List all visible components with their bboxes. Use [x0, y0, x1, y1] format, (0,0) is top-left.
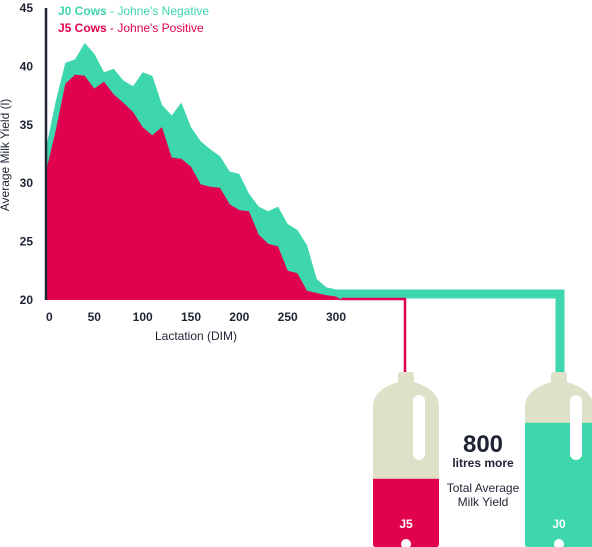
- bottle-j0-foot: [554, 539, 564, 547]
- bottle-j5-handle: [413, 395, 425, 460]
- x-tick-label: 100: [133, 310, 153, 324]
- legend-j5: J5 Cows - Johne's Positive: [58, 21, 204, 35]
- y-tick-labels: 20 25 30 35 40 45: [20, 1, 34, 307]
- bottle-j0-handle: [570, 395, 582, 460]
- y-tick-label: 30: [20, 176, 34, 190]
- x-tick-label: 0: [46, 310, 53, 324]
- y-tick-label: 25: [20, 235, 34, 249]
- bottle-j5-foot: [401, 539, 411, 547]
- legend-j5-name: J5 Cows: [58, 21, 107, 35]
- y-axis-label: Average Milk Yield (l): [0, 99, 12, 212]
- y-tick-label: 45: [20, 1, 34, 15]
- caption-line-1: Total Average: [447, 481, 520, 495]
- x-tick-labels: 0 50 100 150 200 250 300: [46, 310, 346, 324]
- x-tick-label: 300: [326, 310, 346, 324]
- y-tick-label: 35: [20, 118, 34, 132]
- plot-area: 0 50 100 150 200 250 300 20 25 30 35 40 45: [20, 1, 347, 324]
- bottle-j0: J0: [525, 372, 592, 547]
- x-tick-label: 150: [181, 310, 201, 324]
- difference-unit: litres more: [452, 456, 514, 470]
- legend-j0-desc: - Johne's Negative: [107, 4, 210, 18]
- caption-line-2: Milk Yield: [458, 495, 509, 509]
- bottle-j5-fill: [373, 478, 439, 547]
- difference-value: 800: [463, 431, 503, 458]
- legend-j0: J0 Cows - Johne's Negative: [58, 4, 209, 18]
- x-axis-label: Lactation (DIM): [155, 329, 237, 343]
- area-j5: [46, 74, 342, 300]
- legend-j5-desc: - Johne's Positive: [107, 21, 204, 35]
- y-tick-label: 40: [20, 59, 34, 73]
- x-tick-label: 50: [88, 310, 102, 324]
- bottle-j5: J5: [373, 372, 439, 547]
- legend-j0-name: J0 Cows: [58, 4, 107, 18]
- bottle-j5-label: J5: [399, 517, 413, 531]
- x-tick-label: 200: [229, 310, 249, 324]
- y-tick-label: 20: [20, 293, 34, 307]
- bottle-j0-label: J0: [552, 517, 566, 531]
- x-tick-label: 250: [278, 310, 298, 324]
